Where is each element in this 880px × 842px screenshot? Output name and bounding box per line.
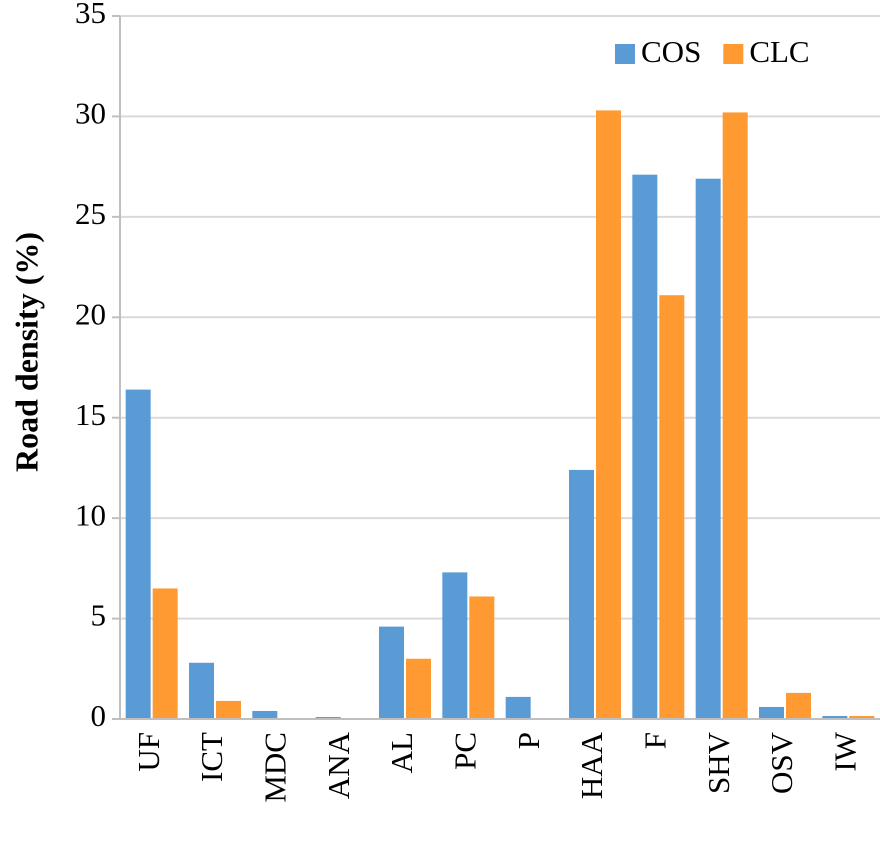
x-tick-label: ICT bbox=[194, 732, 229, 782]
y-tick-label: 10 bbox=[75, 497, 106, 532]
bar bbox=[505, 696, 531, 719]
legend-swatch bbox=[615, 44, 635, 64]
x-tick-label: OSV bbox=[764, 731, 799, 794]
x-tick-label: IW bbox=[827, 731, 862, 771]
bar bbox=[469, 596, 495, 719]
bar bbox=[315, 716, 341, 719]
y-tick-label: 30 bbox=[75, 96, 106, 131]
bar bbox=[695, 178, 721, 720]
x-tick-label: P bbox=[511, 732, 546, 749]
y-tick-label: 0 bbox=[91, 698, 107, 733]
bar bbox=[759, 706, 784, 719]
legend-label: CLC bbox=[749, 34, 809, 69]
y-tick-label: 15 bbox=[75, 397, 106, 432]
y-tick-label: 35 bbox=[75, 0, 106, 30]
x-tick-label: ANA bbox=[321, 731, 356, 799]
bar bbox=[632, 174, 658, 720]
bar bbox=[152, 588, 178, 719]
bar bbox=[596, 110, 621, 720]
bar bbox=[659, 295, 685, 719]
bar bbox=[442, 572, 468, 719]
x-tick-label: SHV bbox=[701, 731, 736, 794]
bar bbox=[569, 469, 594, 719]
bar bbox=[406, 658, 431, 719]
bar bbox=[379, 626, 404, 719]
bar bbox=[189, 662, 214, 719]
bar bbox=[786, 692, 811, 719]
x-tick-label: F bbox=[637, 732, 672, 749]
bar bbox=[252, 710, 278, 719]
bar bbox=[822, 715, 848, 719]
x-tick-label: MDC bbox=[257, 732, 292, 803]
x-tick-label: AL bbox=[384, 732, 419, 773]
y-tick-label: 25 bbox=[75, 196, 106, 231]
x-tick-label: UF bbox=[131, 732, 166, 772]
x-tick-label: PC bbox=[447, 732, 482, 770]
legend-swatch bbox=[723, 44, 744, 64]
bar bbox=[216, 700, 241, 719]
bar bbox=[125, 389, 151, 719]
y-tick-label: 20 bbox=[75, 296, 106, 331]
bar bbox=[849, 715, 875, 719]
y-axis-label: Road density (%) bbox=[8, 232, 44, 472]
legend-label: COS bbox=[641, 34, 701, 69]
y-tick-label: 5 bbox=[91, 598, 107, 633]
bar bbox=[722, 112, 748, 719]
x-tick-label: HAA bbox=[574, 731, 609, 799]
